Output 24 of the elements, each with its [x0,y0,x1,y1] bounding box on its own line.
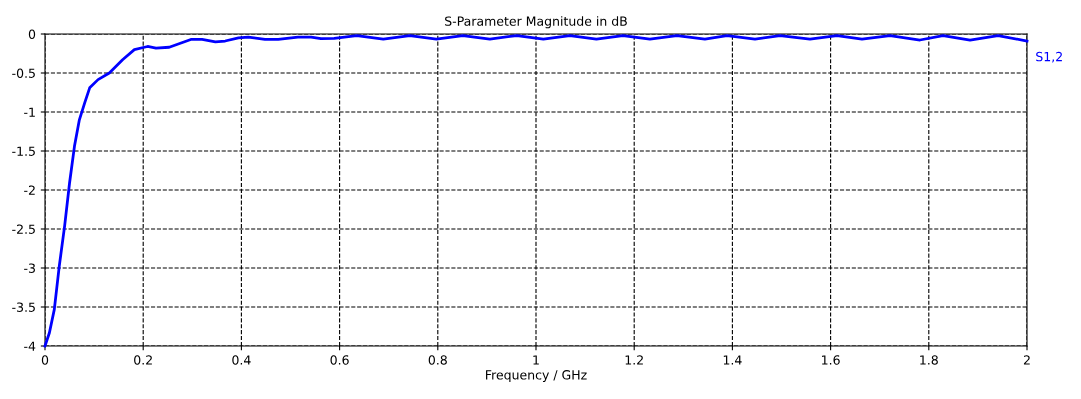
x-tick-label: 0.2 [134,355,152,365]
y-tick-label: -1.5 [12,146,35,156]
y-tick-label: -1 [24,107,35,117]
x-tick-label: 1 [533,355,539,365]
y-tick-label: -2 [24,185,35,195]
x-tick-label: 0.6 [330,355,349,365]
x-tick-label: 1.2 [625,355,643,365]
x-tick-label: 0.8 [428,355,447,365]
x-tick-label: 0.4 [232,355,251,365]
x-tick-label: 1.4 [723,355,742,365]
x-tick-label: 1.6 [822,355,840,365]
y-tick-label: -2.5 [12,224,35,234]
y-tick-label: -4 [24,341,36,351]
series-label: S1,2 [1036,51,1062,63]
x-tick-label: 1.8 [920,355,938,365]
y-tick-label: -3 [24,263,35,273]
y-tick-label: -0.5 [12,68,35,78]
x-tick-label: 0 [41,355,49,365]
chart-title: S-Parameter Magnitude in dB [445,16,627,29]
x-tick-label: 2 [1023,355,1030,365]
y-tick-label: 0 [28,29,36,39]
x-axis-title: Frequency / GHz [486,370,587,382]
y-tick-label: -3.5 [12,302,35,312]
line-series [43,34,1029,348]
